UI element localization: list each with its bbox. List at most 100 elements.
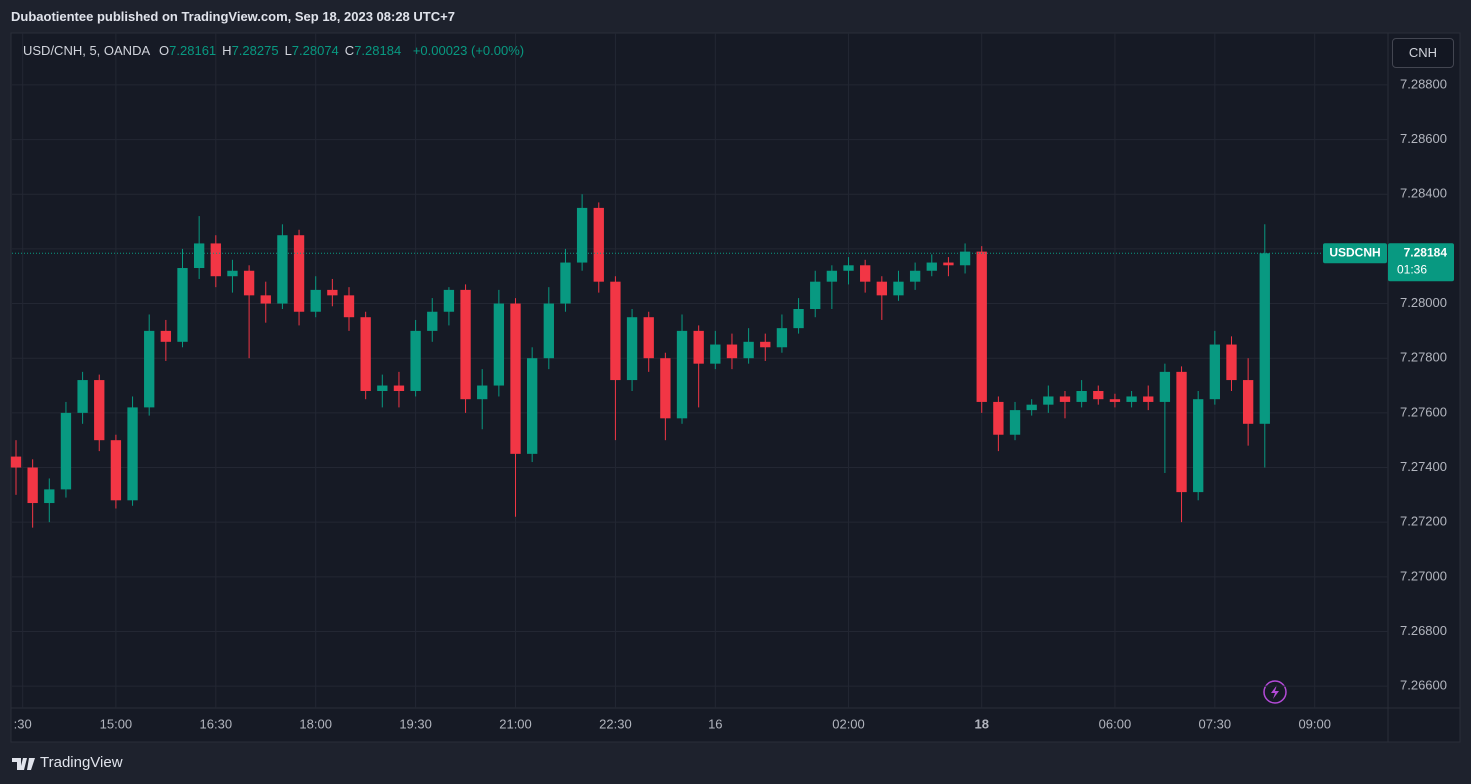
candle-body	[726, 344, 738, 359]
legend-key: L	[284, 43, 292, 58]
candle-body	[1209, 344, 1220, 400]
y-tick-label: 7.27000	[1400, 568, 1447, 583]
symbol: USD/CNH, 5, OANDA	[23, 43, 150, 58]
x-tick-label: 09:00	[1298, 716, 1331, 731]
candle-body	[310, 289, 321, 312]
ohlc-values: O7.28161 H7.28275 L7.28074 C7.28184	[153, 43, 401, 58]
legend-key: H	[222, 43, 232, 58]
x-tick-label: :30	[14, 716, 32, 731]
candle-body	[527, 358, 538, 454]
candle-body	[477, 385, 488, 400]
candle-body	[1242, 380, 1254, 424]
x-tick-label: 07:30	[1199, 716, 1232, 731]
candle-body	[1043, 396, 1054, 405]
candle-body	[110, 440, 122, 501]
candle-body	[776, 328, 788, 348]
alert-icon[interactable]	[1263, 680, 1287, 704]
candle-body	[427, 311, 438, 331]
candle-body	[576, 207, 588, 263]
candle-body	[1143, 396, 1154, 402]
candle-body	[560, 262, 571, 304]
candle-body	[610, 281, 621, 381]
x-tick-label: 21:00	[499, 716, 532, 731]
legend-value: 7.28074	[291, 43, 339, 58]
candle-body	[1176, 371, 1187, 493]
price-name: USDCNH	[1329, 245, 1380, 259]
x-tick-label: 06:00	[1099, 716, 1132, 731]
candle-body	[1226, 344, 1237, 381]
candle-body	[10, 456, 22, 468]
candle-body	[377, 385, 388, 391]
candle-body	[1026, 404, 1037, 411]
candle-body	[1159, 371, 1171, 402]
candle-body	[343, 295, 355, 318]
y-tick-label: 7.28600	[1400, 131, 1447, 146]
candle-body	[160, 330, 172, 342]
candle-body	[676, 330, 688, 419]
x-tick-label: 02:00	[832, 716, 865, 731]
x-tick-label: 19:30	[399, 716, 432, 731]
legend-value: 7.28275	[231, 43, 279, 58]
candle-body	[643, 317, 654, 359]
x-tick-label: 16:30	[200, 716, 233, 731]
y-tick-label: 7.28800	[1400, 76, 1447, 91]
legend-key: C	[344, 43, 355, 58]
candle-body	[44, 489, 55, 504]
candle-body	[60, 412, 72, 490]
candle-body	[243, 270, 255, 296]
y-tick-label: 7.27400	[1400, 459, 1447, 474]
candle-body	[1076, 390, 1087, 402]
candle-body	[1259, 253, 1270, 424]
candle-body	[693, 330, 704, 364]
price-value: 7.28184	[1404, 245, 1448, 259]
candle-body	[543, 303, 554, 359]
footer-brand: TradingView	[40, 754, 123, 771]
candle-body	[826, 270, 838, 282]
candle-body	[743, 341, 754, 359]
candle-body	[210, 243, 221, 277]
price-name-box	[1323, 243, 1387, 264]
y-tick-label: 7.27200	[1400, 514, 1447, 529]
legend-value: 7.28184	[354, 43, 402, 58]
tv-logo	[12, 758, 35, 770]
y-tick-label: 7.27800	[1400, 350, 1447, 365]
candle-body	[393, 385, 405, 391]
currency-button[interactable]: CNH	[1392, 38, 1454, 68]
candle-body	[1093, 390, 1104, 400]
candle-body	[144, 330, 155, 408]
candle-body	[860, 265, 871, 282]
candle-body	[876, 281, 887, 296]
publish-info: Dubaotientee published on TradingView.co…	[11, 9, 455, 24]
candle-body	[277, 235, 288, 304]
candle-body	[893, 281, 904, 296]
candle-body	[976, 251, 987, 402]
candle-body	[460, 289, 471, 400]
logo-shape	[12, 758, 35, 770]
candle-body	[193, 243, 205, 269]
candle-body	[127, 407, 138, 501]
candle-body	[810, 281, 821, 310]
candle-body	[626, 317, 638, 381]
y-tick-label: 7.28000	[1400, 295, 1447, 310]
candle-body	[510, 303, 521, 454]
change: +0.00023 (+0.00%)	[412, 43, 525, 58]
candle-body	[443, 289, 455, 312]
candle-body	[943, 262, 954, 266]
y-tick-label: 7.26800	[1400, 623, 1447, 638]
candle-body	[260, 295, 271, 304]
candle-body	[593, 207, 604, 282]
alert-bolt	[1271, 685, 1279, 699]
candle-body	[1109, 399, 1121, 402]
candle-body	[1009, 410, 1021, 435]
candle-body	[1059, 396, 1071, 402]
x-tick-label: 22:30	[599, 716, 632, 731]
price-box	[1388, 243, 1454, 282]
candle-body	[1193, 399, 1204, 493]
candle-body	[926, 262, 937, 271]
legend-value: 7.28161	[169, 43, 217, 58]
y-tick-label: 7.28400	[1400, 186, 1447, 201]
price-countdown: 01:36	[1397, 262, 1427, 276]
x-tick-label: 16	[708, 716, 722, 731]
